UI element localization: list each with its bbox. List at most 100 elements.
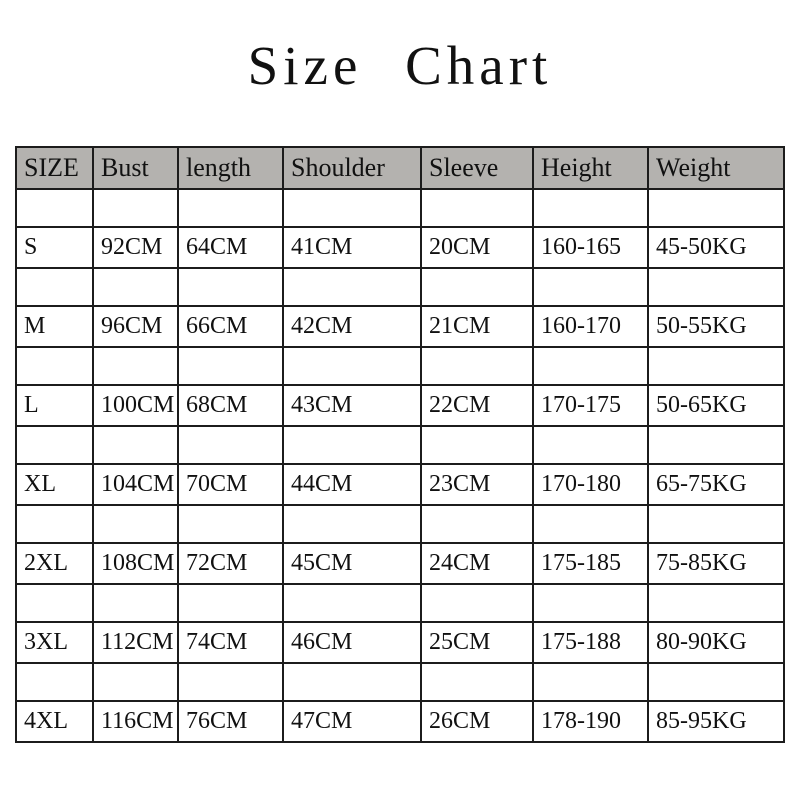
cell-length: 64CM [177, 226, 284, 269]
cell-weight: 50-55KG [647, 305, 785, 348]
spacer-cell [647, 662, 785, 702]
column-header-bust: Bust [92, 146, 179, 190]
spacer-row [15, 188, 785, 228]
cell-size: 2XL [15, 542, 94, 585]
cell-bust: 108CM [92, 542, 179, 585]
cell-length: 74CM [177, 621, 284, 664]
spacer-cell [15, 188, 94, 228]
column-header-size: SIZE [15, 146, 94, 190]
spacer-cell [92, 425, 179, 465]
table-row-m: M 96CM 66CM 42CM 21CM 160-170 50-55KG [15, 305, 785, 348]
spacer-cell [92, 267, 179, 307]
spacer-cell [92, 504, 179, 544]
spacer-cell [177, 267, 284, 307]
spacer-cell [282, 267, 422, 307]
cell-height: 170-180 [532, 463, 649, 506]
column-header-weight: Weight [647, 146, 785, 190]
spacer-cell [420, 504, 534, 544]
table-row-4xl: 4XL 116CM 76CM 47CM 26CM 178-190 85-95KG [15, 700, 785, 743]
spacer-cell [177, 662, 284, 702]
cell-size: XL [15, 463, 94, 506]
cell-shoulder: 47CM [282, 700, 422, 743]
spacer-cell [15, 425, 94, 465]
cell-weight: 50-65KG [647, 384, 785, 427]
spacer-cell [15, 267, 94, 307]
table-row-l: L 100CM 68CM 43CM 22CM 170-175 50-65KG [15, 384, 785, 427]
page-title: Size Chart [247, 35, 553, 96]
spacer-cell [532, 188, 649, 228]
cell-length: 72CM [177, 542, 284, 585]
table-row-s: S 92CM 64CM 41CM 20CM 160-165 45-50KG [15, 226, 785, 269]
spacer-row [15, 425, 785, 465]
spacer-cell [282, 583, 422, 623]
spacer-cell [647, 346, 785, 386]
cell-shoulder: 45CM [282, 542, 422, 585]
cell-weight: 65-75KG [647, 463, 785, 506]
cell-bust: 96CM [92, 305, 179, 348]
column-header-height: Height [532, 146, 649, 190]
cell-shoulder: 42CM [282, 305, 422, 348]
cell-size: S [15, 226, 94, 269]
cell-height: 160-170 [532, 305, 649, 348]
cell-bust: 100CM [92, 384, 179, 427]
cell-sleeve: 25CM [420, 621, 534, 664]
spacer-row [15, 662, 785, 702]
spacer-cell [532, 346, 649, 386]
spacer-cell [282, 425, 422, 465]
spacer-cell [282, 504, 422, 544]
spacer-cell [282, 188, 422, 228]
spacer-cell [177, 346, 284, 386]
spacer-cell [177, 504, 284, 544]
spacer-row [15, 583, 785, 623]
spacer-cell [15, 583, 94, 623]
spacer-row [15, 504, 785, 544]
cell-sleeve: 21CM [420, 305, 534, 348]
table-row-xl: XL 104CM 70CM 44CM 23CM 170-180 65-75KG [15, 463, 785, 506]
cell-shoulder: 41CM [282, 226, 422, 269]
spacer-cell [532, 267, 649, 307]
cell-sleeve: 24CM [420, 542, 534, 585]
cell-bust: 112CM [92, 621, 179, 664]
cell-shoulder: 44CM [282, 463, 422, 506]
cell-size: 4XL [15, 700, 94, 743]
spacer-cell [647, 504, 785, 544]
cell-bust: 104CM [92, 463, 179, 506]
cell-weight: 80-90KG [647, 621, 785, 664]
spacer-cell [532, 425, 649, 465]
cell-length: 68CM [177, 384, 284, 427]
cell-shoulder: 46CM [282, 621, 422, 664]
spacer-cell [420, 267, 534, 307]
cell-height: 170-175 [532, 384, 649, 427]
size-chart-table: SIZE Bust length Shoulder Sleeve Height Weight… [15, 146, 785, 743]
spacer-cell [532, 504, 649, 544]
spacer-cell [647, 267, 785, 307]
spacer-cell [532, 662, 649, 702]
spacer-cell [420, 583, 534, 623]
spacer-cell [420, 346, 534, 386]
cell-bust: 92CM [92, 226, 179, 269]
spacer-cell [420, 662, 534, 702]
cell-size: M [15, 305, 94, 348]
cell-height: 160-165 [532, 226, 649, 269]
spacer-cell [92, 188, 179, 228]
cell-height: 178-190 [532, 700, 649, 743]
cell-size: L [15, 384, 94, 427]
cell-weight: 85-95KG [647, 700, 785, 743]
cell-weight: 75-85KG [647, 542, 785, 585]
table-row-3xl: 3XL 112CM 74CM 46CM 25CM 175-188 80-90KG [15, 621, 785, 664]
spacer-cell [15, 346, 94, 386]
spacer-cell [420, 188, 534, 228]
cell-sleeve: 22CM [420, 384, 534, 427]
column-header-shoulder: Shoulder [282, 146, 422, 190]
cell-length: 66CM [177, 305, 284, 348]
spacer-cell [647, 188, 785, 228]
spacer-row [15, 267, 785, 307]
cell-height: 175-185 [532, 542, 649, 585]
cell-sleeve: 23CM [420, 463, 534, 506]
cell-height: 175-188 [532, 621, 649, 664]
cell-size: 3XL [15, 621, 94, 664]
cell-weight: 45-50KG [647, 226, 785, 269]
spacer-cell [532, 583, 649, 623]
spacer-cell [15, 662, 94, 702]
spacer-row [15, 346, 785, 386]
